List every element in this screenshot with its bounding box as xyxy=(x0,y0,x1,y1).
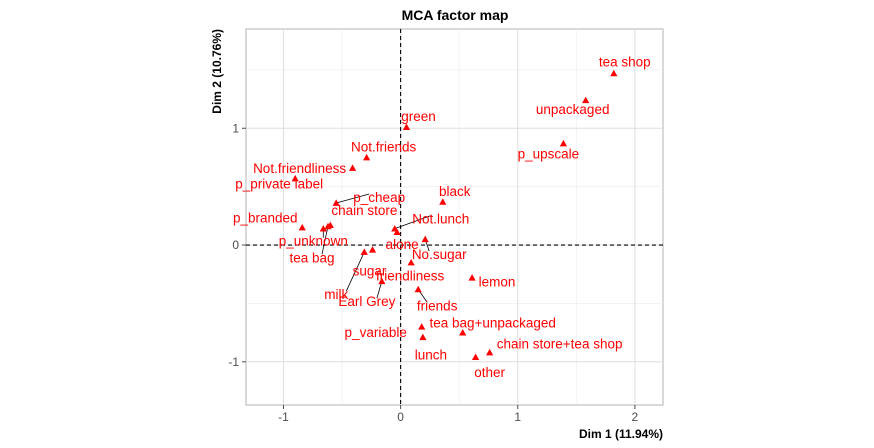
plot-panel xyxy=(245,28,664,406)
data-point-marker xyxy=(582,96,590,104)
point-label: lemon xyxy=(479,275,516,290)
point-label: tea bag+unpackaged xyxy=(429,316,556,331)
point-label: black xyxy=(439,184,471,199)
data-point-marker xyxy=(319,225,327,232)
leader-line xyxy=(321,226,329,255)
point-label: Earl Grey xyxy=(338,294,395,309)
data-point-marker xyxy=(439,198,447,205)
point-label: sugar xyxy=(353,264,387,279)
point-label: Not.lunch xyxy=(412,212,469,227)
data-point-marker xyxy=(298,223,306,231)
point-label: friends xyxy=(417,298,458,313)
point-labels: tea shop unpackaged p_upscale green Not.frie… xyxy=(233,54,651,380)
data-point-marker xyxy=(419,333,427,341)
data-point-marker xyxy=(418,323,426,330)
point-label: p_cheap xyxy=(353,190,405,205)
data-point-marker xyxy=(468,274,476,281)
point-label: p_unknown xyxy=(279,234,348,249)
x-tick-label: -1 xyxy=(278,410,289,424)
point-label: p_private label xyxy=(235,176,323,191)
grid-lines xyxy=(246,29,663,405)
point-label: chain store xyxy=(331,203,397,218)
data-point-marker xyxy=(368,246,377,253)
x-tick-label: 2 xyxy=(632,410,639,424)
data-point-marker xyxy=(471,353,480,361)
y-tick-label: 1 xyxy=(232,121,239,135)
chart-title: MCA factor map xyxy=(402,7,509,23)
point-label: milk xyxy=(324,287,348,302)
point-label: p_upscale xyxy=(518,146,580,161)
data-point-marker xyxy=(332,199,340,206)
y-tick-label: 0 xyxy=(232,238,239,252)
y-axis-title: Dim 2 (10.76%) xyxy=(210,29,224,114)
y-tick-label: -1 xyxy=(228,355,239,369)
data-points xyxy=(291,69,618,361)
data-point-marker xyxy=(378,277,386,285)
data-point-marker xyxy=(360,248,368,255)
leader-line xyxy=(336,193,370,204)
point-label: p_branded xyxy=(233,211,298,226)
point-label: No.sugar xyxy=(412,247,467,262)
x-tick-label: 0 xyxy=(397,410,404,424)
data-point-marker xyxy=(459,329,467,336)
point-label: tea bag xyxy=(289,250,334,265)
data-point-marker xyxy=(363,153,371,161)
point-label: friendliness xyxy=(376,269,445,284)
x-axis-title: Dim 1 (11.94%) xyxy=(579,427,663,441)
x-tick-label: 1 xyxy=(514,410,521,424)
point-label: alone xyxy=(386,237,419,252)
data-point-marker xyxy=(610,69,618,77)
leader-line xyxy=(394,215,431,230)
data-point-marker xyxy=(291,174,299,182)
point-label: green xyxy=(401,109,436,124)
data-point-marker xyxy=(324,222,332,230)
point-label: unpackaged xyxy=(536,102,610,117)
point-label: tea shop xyxy=(599,54,651,69)
data-point-marker xyxy=(486,348,494,356)
data-point-marker xyxy=(559,139,568,147)
data-point-marker xyxy=(402,123,411,130)
axis-ticks: -1 0 1 2 -1 0 1 xyxy=(228,121,638,424)
point-label: other xyxy=(474,365,505,380)
data-point-marker xyxy=(414,285,422,293)
point-label: Not.friendliness xyxy=(253,161,346,176)
data-point-marker xyxy=(393,228,401,236)
data-point-marker xyxy=(407,258,415,266)
point-label: Not.friends xyxy=(351,139,417,154)
point-label: lunch xyxy=(415,347,447,362)
leader-line xyxy=(345,251,365,292)
data-point-marker xyxy=(348,164,357,171)
point-label: chain store+tea shop xyxy=(497,336,623,351)
point-label: p_variable xyxy=(345,325,407,340)
data-point-marker xyxy=(421,235,429,243)
